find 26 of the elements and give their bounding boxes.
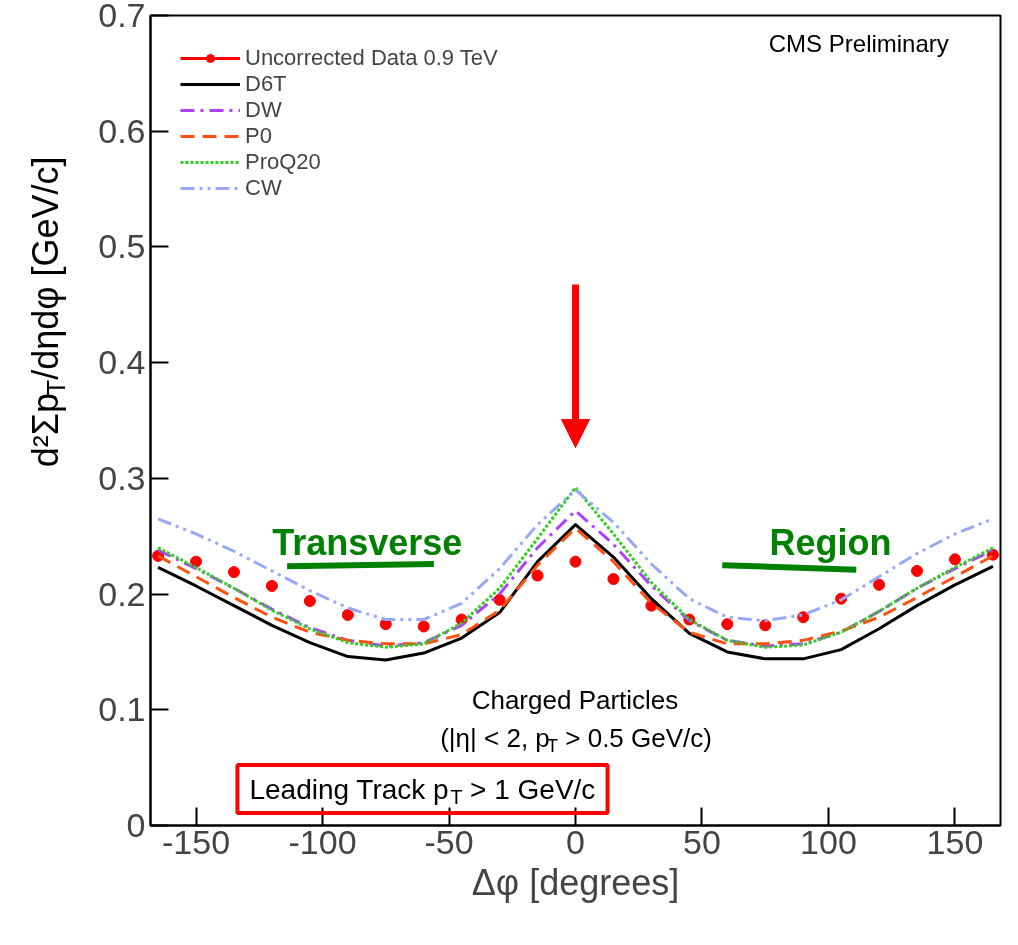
annotation: Charged Particles [471, 684, 679, 715]
legend-label: CW [245, 175, 282, 201]
x-tick-label: 100 [800, 822, 857, 861]
x-tick-label: -50 [424, 822, 474, 861]
annotation: CMS Preliminary [768, 30, 949, 58]
x-tick-label: 50 [683, 822, 721, 861]
x-tick-label: -150 [162, 822, 231, 861]
y-tick-label: 0.1 [98, 690, 146, 729]
y-tick-label: 0.7 [98, 0, 146, 34]
legend-label: P0 [245, 123, 272, 149]
y-tick-label: 0.4 [98, 343, 146, 382]
x-axis-title: Δφ [degrees] [471, 861, 680, 903]
y-tick-label: 0.5 [98, 227, 146, 266]
x-tick-label: 150 [926, 822, 984, 861]
legend-label: D6T [245, 71, 287, 97]
y-tick-label: 0.3 [98, 458, 146, 497]
y-axis-title: d²ΣpT/dηdφ [GeV/c] [25, 156, 71, 468]
x-tick-label: -100 [288, 822, 357, 861]
legend-label: Uncorrected Data 0.9 TeV [245, 45, 498, 71]
annotation: Region [769, 521, 892, 563]
legend-label: ProQ20 [245, 149, 321, 175]
x-tick-label: 0 [566, 822, 585, 861]
y-tick-label: 0.6 [98, 111, 146, 150]
annotation: Transverse [272, 521, 463, 563]
legend-label: DW [245, 97, 282, 123]
y-tick-label: 0.2 [98, 574, 146, 613]
